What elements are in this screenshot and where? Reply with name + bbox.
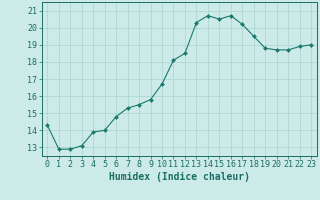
- X-axis label: Humidex (Indice chaleur): Humidex (Indice chaleur): [109, 172, 250, 182]
